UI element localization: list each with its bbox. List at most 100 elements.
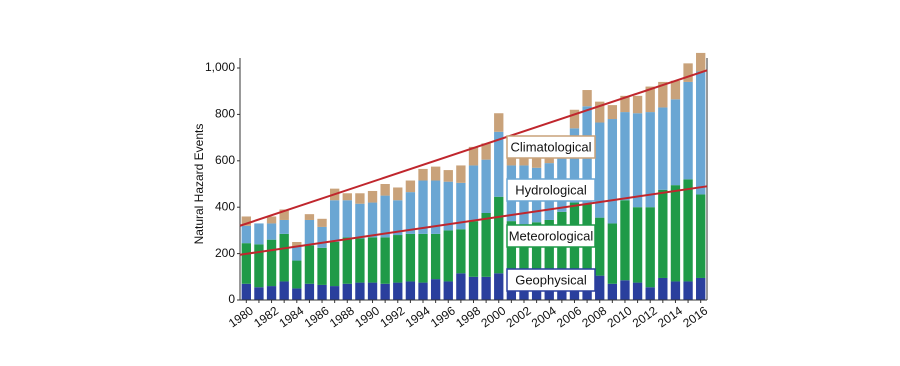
bar-segment bbox=[658, 277, 668, 300]
bar-segment bbox=[241, 283, 251, 300]
bar-segment bbox=[393, 200, 403, 236]
bar-segment bbox=[494, 273, 504, 300]
x-tick-label: 1994 bbox=[403, 303, 433, 330]
y-tick-label: 200 bbox=[215, 246, 235, 260]
bar-segment bbox=[393, 235, 403, 283]
bar-segment bbox=[696, 71, 706, 195]
bar-segment bbox=[292, 246, 302, 261]
bar-segment bbox=[456, 273, 466, 300]
y-tick-label: 800 bbox=[215, 107, 235, 121]
bar-segment bbox=[266, 216, 277, 224]
x-tick-label: 1980 bbox=[226, 303, 256, 330]
y-tick-label: 1,000 bbox=[205, 60, 235, 74]
bar-segment bbox=[582, 90, 592, 107]
x-tick-label: 2010 bbox=[605, 303, 635, 330]
bar-segment bbox=[645, 86, 655, 113]
bar-segment bbox=[696, 52, 706, 72]
bar-segment bbox=[468, 146, 479, 166]
bar-segment bbox=[367, 282, 378, 300]
bar-segment bbox=[329, 242, 340, 287]
bar-segment bbox=[430, 180, 441, 234]
bar-segment bbox=[317, 247, 327, 285]
x-tick-label: 2004 bbox=[529, 303, 559, 330]
bar-segment bbox=[304, 245, 315, 284]
bar-segment bbox=[380, 184, 390, 196]
bar-segment bbox=[683, 81, 693, 180]
bar-segment bbox=[443, 230, 453, 282]
x-tick-label: 1998 bbox=[453, 303, 483, 330]
bar-segment bbox=[405, 281, 416, 300]
bar-segment bbox=[279, 281, 289, 300]
bar-segment bbox=[304, 214, 315, 220]
bar-segment bbox=[393, 282, 403, 300]
bar-segment bbox=[569, 128, 580, 203]
bar-segment bbox=[696, 194, 706, 278]
bar-segment bbox=[456, 165, 466, 183]
legend-box bbox=[506, 268, 596, 292]
bar-segment bbox=[279, 219, 289, 234]
bar-segment bbox=[632, 282, 643, 300]
bar-segment bbox=[418, 233, 428, 283]
bar-segment bbox=[683, 63, 693, 82]
bar-segment bbox=[481, 276, 491, 300]
bar-segment bbox=[443, 170, 453, 182]
x-tick-label: 1988 bbox=[327, 303, 357, 330]
bar-segment bbox=[670, 99, 681, 186]
y-tick-label: 600 bbox=[215, 153, 235, 167]
legend-box bbox=[506, 135, 596, 159]
bar-segment bbox=[317, 218, 327, 227]
bar-segment bbox=[544, 155, 554, 164]
bar-segment bbox=[266, 239, 277, 287]
bar-segment bbox=[595, 101, 605, 123]
bar-segment bbox=[430, 279, 441, 300]
bar-segment bbox=[342, 283, 352, 300]
bar-segment bbox=[696, 277, 706, 300]
bar-segment bbox=[658, 189, 668, 278]
bar-segment bbox=[329, 286, 340, 300]
bar-segment bbox=[607, 223, 618, 284]
bar-segment bbox=[254, 287, 264, 300]
trend-line bbox=[239, 185, 708, 256]
bar-segment bbox=[329, 200, 340, 242]
bar-segment bbox=[531, 157, 542, 168]
x-tick-label: 1990 bbox=[352, 303, 382, 330]
bar-segment bbox=[418, 282, 428, 300]
legend-text: Hydrological bbox=[515, 182, 587, 197]
x-tick-label: 1992 bbox=[377, 303, 407, 330]
x-tick-label: 2012 bbox=[630, 303, 660, 330]
bar-segment bbox=[405, 180, 416, 193]
legend-box bbox=[506, 224, 596, 248]
legend-text: Meteorological bbox=[509, 228, 594, 243]
bar-segment bbox=[342, 193, 352, 201]
bar-segment bbox=[418, 168, 428, 181]
bar-segment bbox=[632, 207, 643, 283]
bar-segment bbox=[266, 286, 277, 300]
bar-segment bbox=[620, 280, 630, 300]
bar-segment bbox=[241, 225, 251, 244]
x-tick-label: 1996 bbox=[428, 303, 458, 330]
y-tick-label: 0 bbox=[228, 292, 235, 306]
bar-segment bbox=[595, 122, 605, 218]
bar-segment bbox=[607, 283, 618, 300]
bar-segment bbox=[367, 190, 378, 203]
bar-segment bbox=[494, 113, 504, 132]
bar-segment bbox=[519, 224, 529, 280]
bar-segment bbox=[443, 181, 453, 231]
bar-segment bbox=[430, 166, 441, 181]
bar-segment bbox=[544, 219, 554, 281]
bar-segment bbox=[355, 193, 365, 204]
bar-segment bbox=[494, 196, 504, 274]
bar-segment bbox=[367, 237, 378, 283]
bar-segment bbox=[405, 192, 416, 234]
bar-segment bbox=[380, 195, 390, 238]
bar-segment bbox=[645, 287, 655, 300]
bar-segment bbox=[279, 233, 289, 282]
bar-segment bbox=[481, 159, 491, 213]
bar-segment bbox=[342, 200, 352, 238]
legend-text: Climatological bbox=[511, 139, 592, 154]
bar-segment bbox=[658, 107, 668, 190]
bar-segment bbox=[456, 182, 466, 230]
x-tick-label: 2002 bbox=[504, 303, 534, 330]
bar-segment bbox=[468, 165, 479, 222]
